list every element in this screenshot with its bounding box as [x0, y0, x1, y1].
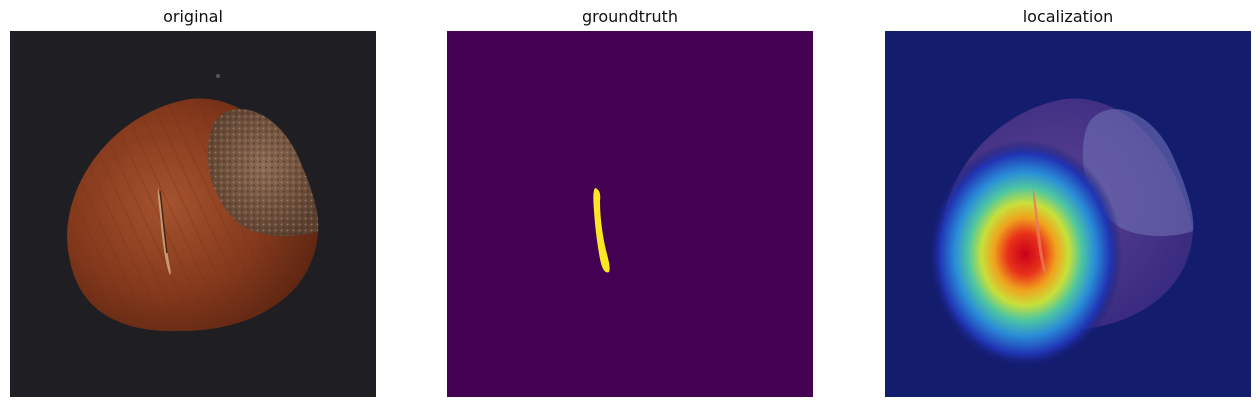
groundtruth-image [447, 31, 813, 397]
panel-original: original [10, 0, 376, 407]
panel-title-localization: localization [1022, 7, 1114, 26]
original-image [10, 31, 376, 397]
hazelnut-photo [10, 31, 376, 397]
panel-title-groundtruth: groundtruth [581, 7, 678, 26]
panel-title-original: original [163, 7, 223, 26]
panel-localization: localization [885, 0, 1251, 407]
groundtruth-mask [447, 31, 813, 397]
panel-groundtruth: groundtruth [447, 0, 813, 407]
localization-heatmap [885, 31, 1251, 397]
localization-image [885, 31, 1251, 397]
